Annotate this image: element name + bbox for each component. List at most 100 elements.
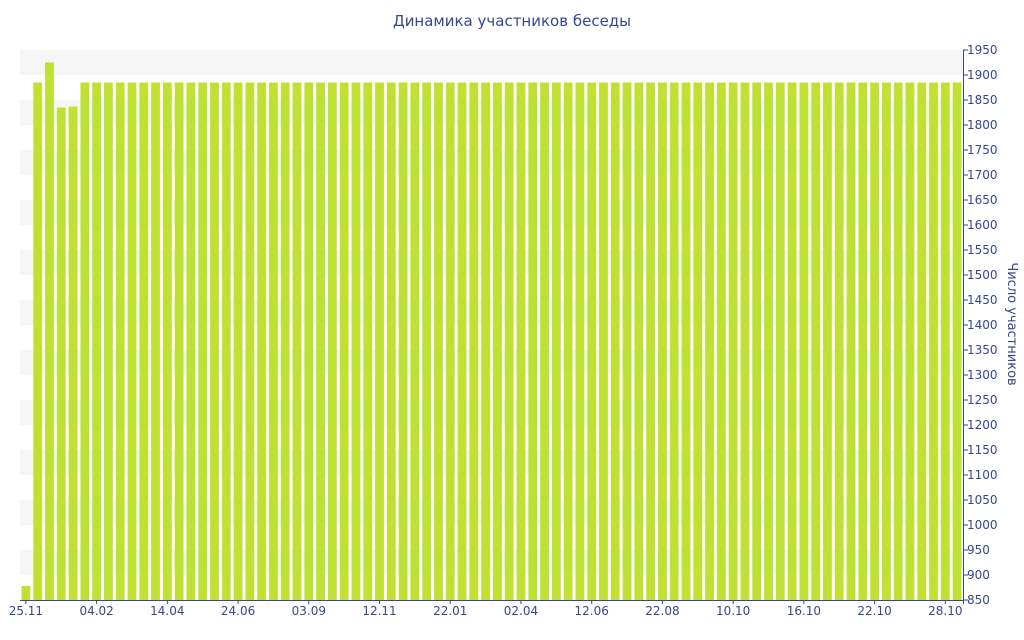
chart-title: Динамика участников беседы — [392, 12, 632, 30]
bar — [811, 82, 821, 600]
bar — [469, 82, 479, 600]
grid-band — [20, 475, 963, 500]
bar — [327, 82, 337, 600]
bar — [21, 586, 31, 600]
bar — [386, 82, 396, 600]
bar — [705, 82, 714, 600]
bar — [92, 82, 102, 600]
bar — [186, 82, 196, 600]
bar — [693, 82, 703, 600]
bar — [905, 82, 915, 600]
grid-band — [20, 425, 963, 450]
bar — [316, 82, 325, 600]
grid-band — [20, 575, 963, 600]
grid-band — [20, 50, 963, 75]
y-tick-label: 1600 — [967, 218, 998, 232]
bar — [622, 82, 632, 600]
bar — [68, 106, 78, 600]
bar — [210, 82, 219, 600]
bar — [363, 82, 373, 600]
y-tick-label: 1350 — [967, 343, 998, 357]
y-tick-label: 1000 — [967, 518, 998, 532]
y-tick-label: 950 — [967, 543, 990, 557]
grid-band — [20, 125, 963, 150]
grid-band — [20, 300, 963, 325]
y-tick-label: 1800 — [967, 118, 998, 132]
y-tick-label: 1100 — [967, 468, 998, 482]
bar — [33, 82, 43, 600]
bar — [351, 82, 361, 600]
bar — [398, 82, 408, 600]
grid-band — [20, 275, 963, 300]
y-tick-label: 1750 — [967, 143, 998, 157]
bar — [952, 82, 962, 600]
bar — [728, 82, 738, 600]
y-tick-label: 900 — [967, 568, 990, 582]
grid-band — [20, 400, 963, 425]
bar — [528, 82, 538, 600]
bar — [587, 82, 597, 600]
bar — [292, 82, 302, 600]
y-tick-label: 1650 — [967, 193, 998, 207]
bar — [740, 82, 750, 600]
bar — [681, 82, 691, 600]
bar — [881, 82, 891, 600]
bar — [775, 82, 785, 600]
bar — [410, 82, 420, 600]
bar — [504, 82, 514, 600]
bar — [823, 82, 832, 600]
x-tick-label: 16.10 — [787, 604, 821, 618]
bar — [599, 82, 608, 600]
y-tick-label: 1550 — [967, 243, 998, 257]
bar — [445, 82, 455, 600]
x-tick-label: 12.06 — [575, 604, 609, 618]
bar — [787, 82, 797, 600]
y-axis-title: Число участников — [1004, 262, 1019, 385]
x-tick-label: 03.09 — [292, 604, 326, 618]
grid-band — [20, 450, 963, 475]
grid-band — [20, 150, 963, 175]
y-tick-label: 850 — [967, 593, 990, 607]
grid-band — [20, 75, 963, 100]
bar — [646, 82, 656, 600]
bar — [151, 82, 160, 600]
y-tick-label: 1450 — [967, 293, 998, 307]
y-tick-label: 1850 — [967, 93, 998, 107]
bar — [929, 82, 938, 600]
bar — [799, 82, 809, 600]
grid-band — [20, 325, 963, 350]
grid-band — [20, 175, 963, 200]
bar — [870, 82, 879, 600]
grid-band — [20, 550, 963, 575]
y-tick-label: 1200 — [967, 418, 998, 432]
bar — [104, 82, 113, 600]
bar — [610, 82, 620, 600]
bar — [233, 82, 243, 600]
y-tick-label: 1300 — [967, 368, 998, 382]
bar — [422, 82, 432, 600]
bar — [940, 82, 950, 600]
bar — [434, 82, 443, 600]
y-tick-label: 1900 — [967, 68, 998, 82]
y-tick-label: 1950 — [967, 43, 998, 57]
x-tick-label: 12.11 — [362, 604, 396, 618]
bar — [669, 82, 679, 600]
grid-band — [20, 500, 963, 525]
bar — [658, 82, 667, 600]
grid-band — [20, 225, 963, 250]
bar — [139, 82, 149, 600]
y-tick-label: 1150 — [967, 443, 998, 457]
y-tick-label: 1050 — [967, 493, 998, 507]
bar — [634, 82, 644, 600]
bar — [280, 82, 290, 600]
bar — [127, 82, 137, 600]
bar — [257, 82, 267, 600]
x-tick-label: 28.10 — [928, 604, 962, 618]
bar — [245, 82, 255, 600]
bar — [917, 82, 927, 600]
bar — [56, 107, 66, 600]
x-tick-label: 02.04 — [504, 604, 538, 618]
x-tick-label: 25.11 — [9, 604, 43, 618]
